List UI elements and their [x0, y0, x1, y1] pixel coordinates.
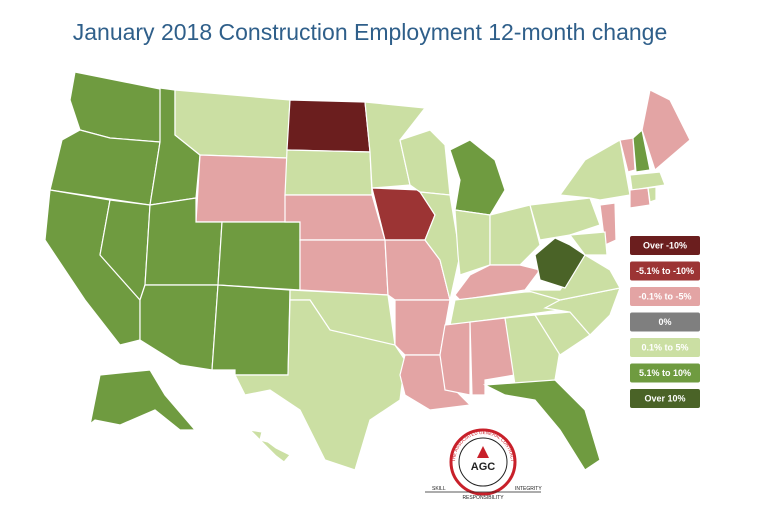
- legend-label: Over -10%: [643, 240, 687, 250]
- state: [529, 197, 601, 241]
- logo-letters: AGC: [471, 461, 496, 473]
- logo-inner: [458, 437, 508, 487]
- legend-swatch: [630, 338, 700, 357]
- state: [629, 187, 651, 209]
- logo-right: INTEGRITY: [515, 486, 542, 492]
- legend-swatch: [630, 236, 700, 255]
- state: [439, 321, 471, 396]
- legend-swatch: [630, 363, 700, 383]
- states: [44, 71, 691, 471]
- state: [449, 139, 506, 216]
- legend-swatch: [630, 312, 700, 332]
- state: [234, 299, 406, 471]
- state: [284, 194, 386, 241]
- legend-label: -0.1% to -5%: [638, 291, 691, 301]
- logo-left: SKILL: [432, 486, 446, 492]
- state: [489, 204, 541, 266]
- state: [568, 231, 608, 256]
- legend-label: 0.1% to 5%: [641, 342, 688, 352]
- legend-label: 5.1% to 10%: [639, 368, 691, 378]
- legend-swatch: [630, 389, 700, 408]
- legend: Over -10% -5.1% to -10% -0.1% to -5% 0% 0.1%…: [630, 236, 700, 408]
- state: [629, 171, 666, 191]
- legend-label: 0%: [658, 317, 671, 327]
- state: [647, 186, 657, 203]
- state: [195, 154, 288, 223]
- logo-bottom: RESPONSIBILITY: [462, 495, 504, 501]
- state: [641, 89, 691, 172]
- state: [59, 369, 197, 449]
- state: [217, 221, 301, 291]
- state: [284, 149, 373, 196]
- state: [211, 284, 291, 376]
- state: [418, 191, 461, 301]
- state: [454, 209, 491, 276]
- legend-label: Over 10%: [644, 393, 685, 403]
- state: [632, 128, 651, 173]
- state: [619, 137, 636, 173]
- legend-swatch: [630, 261, 700, 281]
- legend-label: -5.1% to -10%: [636, 266, 694, 276]
- state: [524, 254, 621, 301]
- state: [558, 139, 631, 201]
- state: [139, 284, 219, 371]
- state: [482, 379, 601, 471]
- state: [174, 89, 291, 159]
- state: [286, 99, 371, 153]
- legend-swatch: [630, 287, 700, 306]
- state: [299, 239, 389, 296]
- state: [248, 429, 291, 463]
- logo-triangle: [477, 446, 489, 458]
- map-title: January 2018 Construction Employment 12-…: [73, 19, 668, 45]
